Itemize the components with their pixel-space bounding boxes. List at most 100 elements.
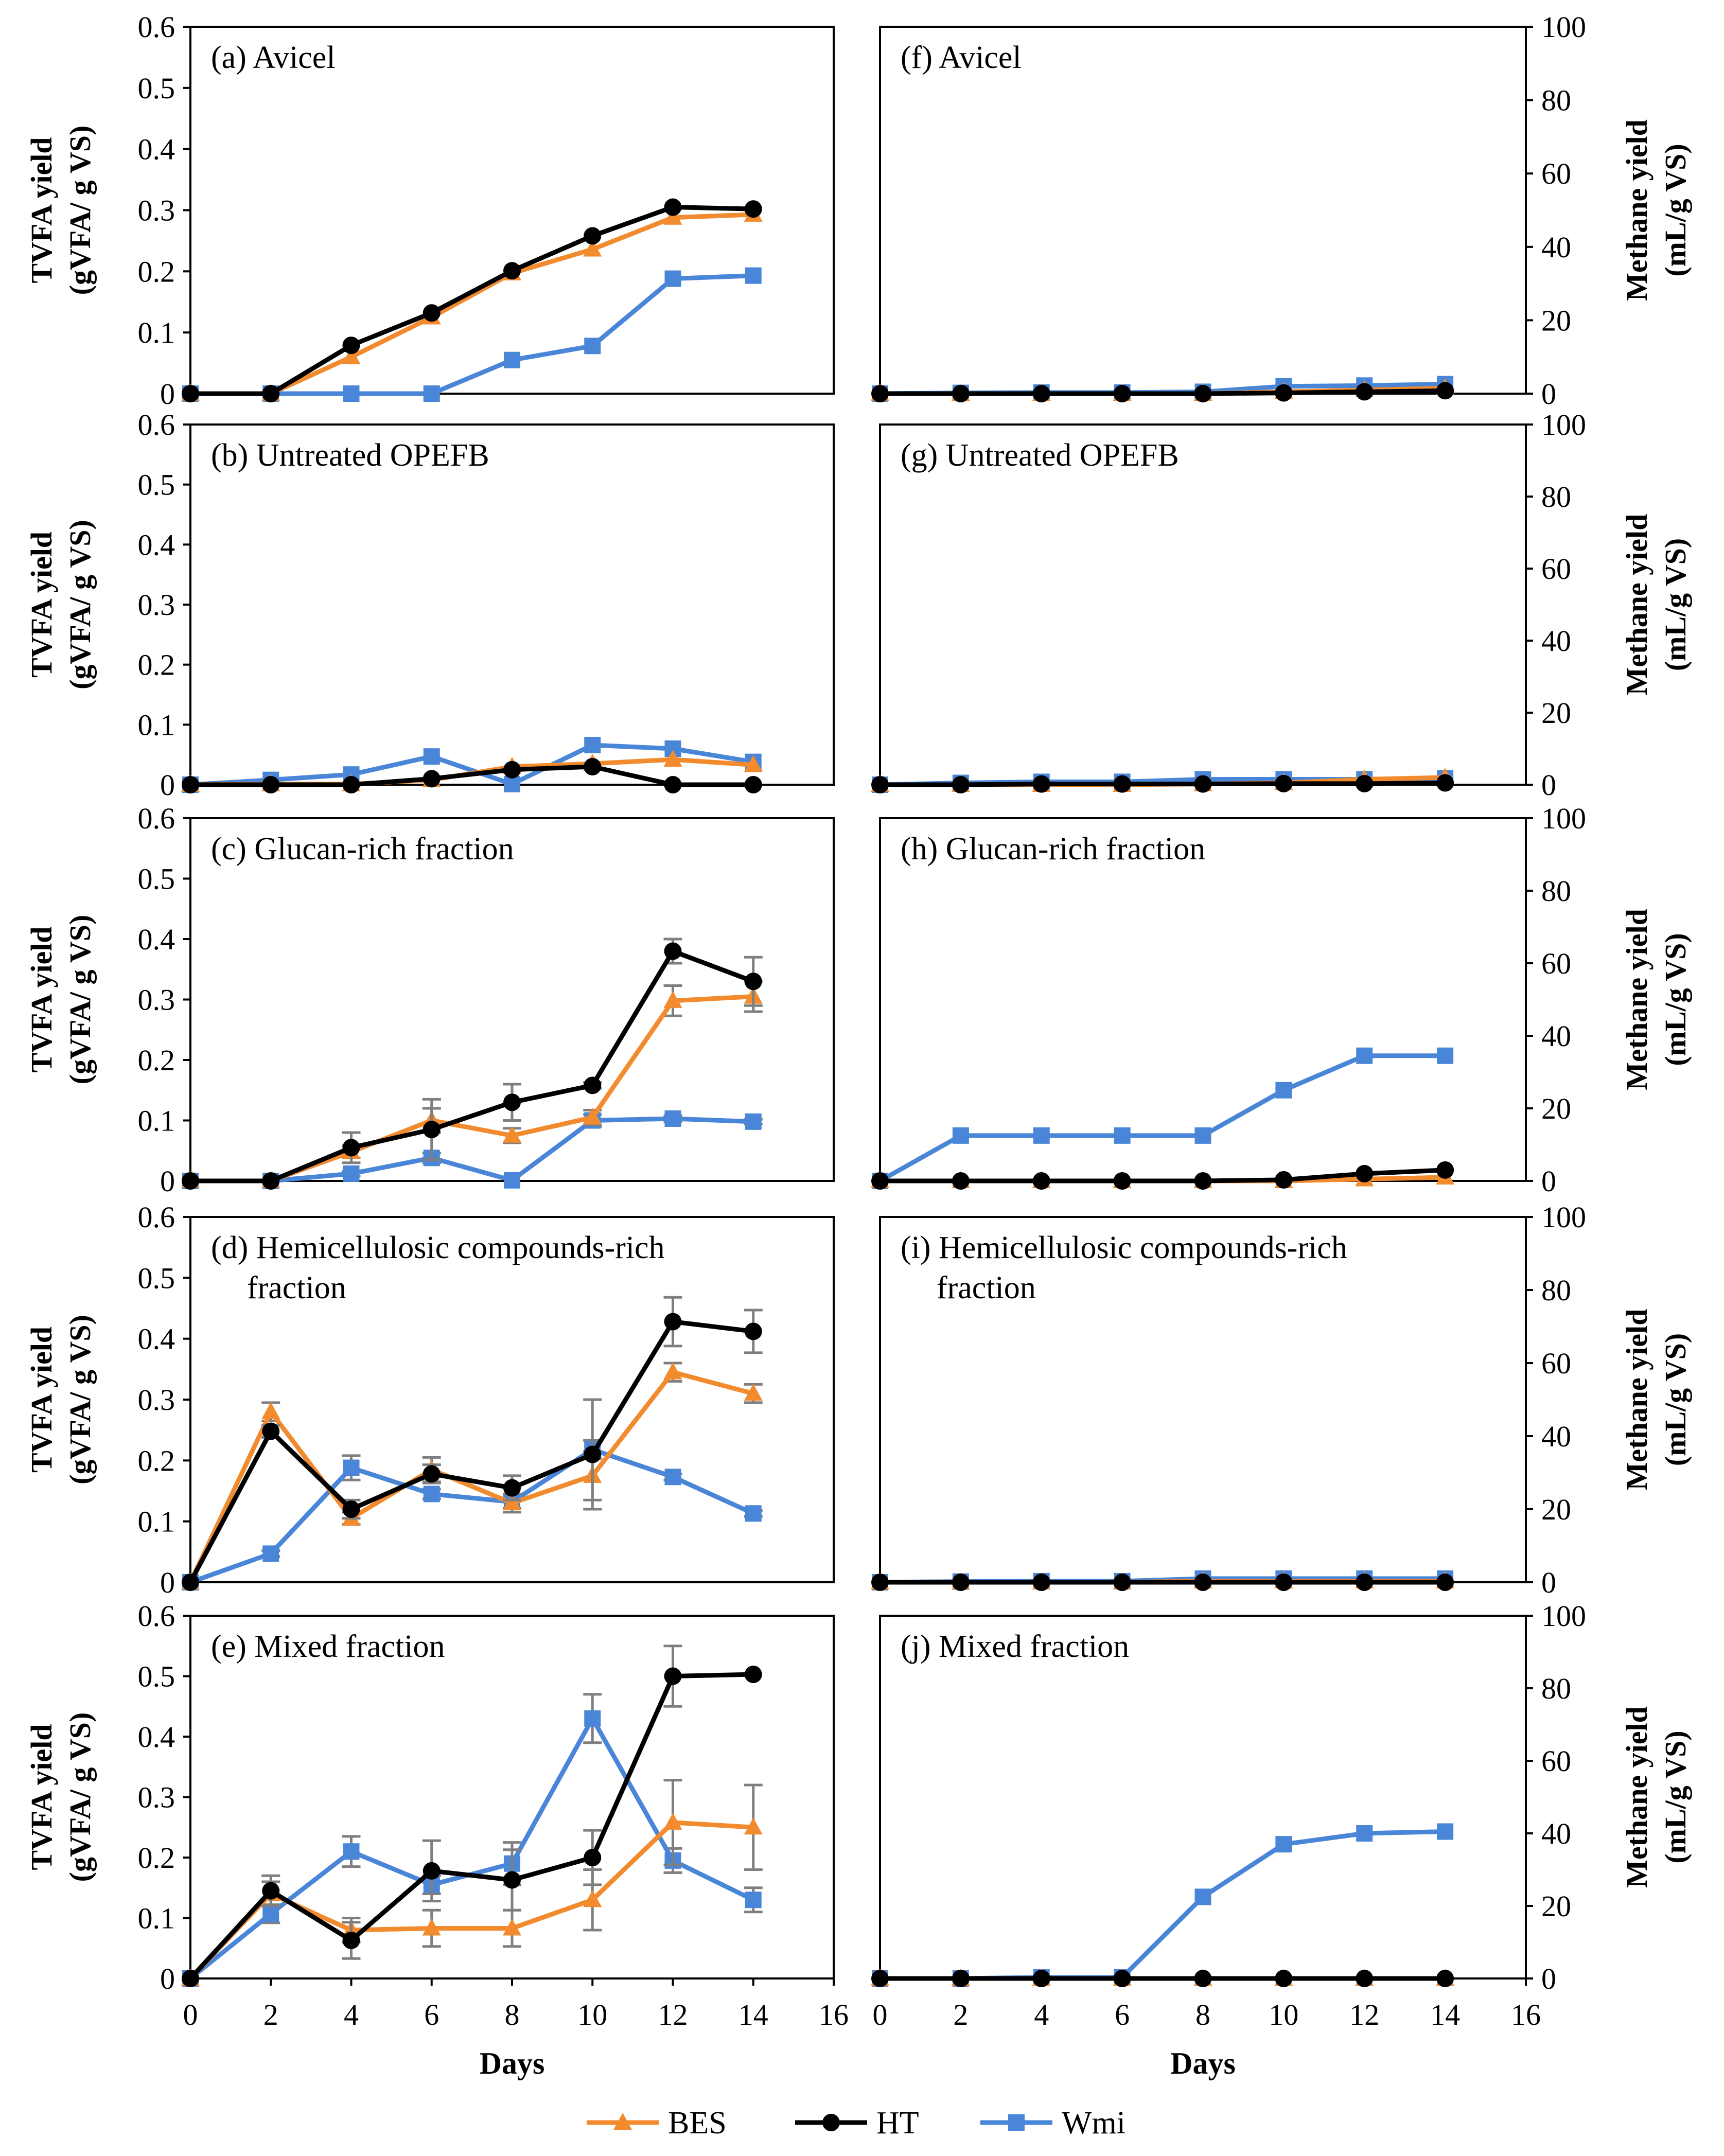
panel-2: 0 20 40 60 80 100 Methane yield (mL/g VS) (f) Av… [871, 10, 1692, 411]
y-tick-label: 100 [1541, 1200, 1586, 1234]
y-tick-label: 0.6 [138, 1200, 175, 1234]
y-tick-label: 0.4 [138, 1322, 175, 1356]
panel-title: (a) Avicel [211, 40, 336, 75]
data-point-ht [1275, 384, 1293, 402]
y-axis-title-unit: (mL/g VS) [1659, 538, 1692, 671]
legend-label: Wmi [1062, 2106, 1125, 2141]
data-point-ht [952, 1574, 970, 1591]
series-ht [182, 198, 762, 402]
data-point-ht [871, 1970, 889, 1987]
x-tick-label: 2 [263, 1998, 278, 2031]
x-tick-label: 4 [1034, 1998, 1049, 2031]
y-tick-label: 80 [1541, 1672, 1571, 1705]
data-point-ht [182, 776, 199, 793]
series-line-ht [880, 781, 1446, 787]
panel-5: 0 0.1 0.2 0.3 0.4 0.5 0.6 TVFA yield (gVFA/ g VS… [25, 802, 835, 1198]
data-point-ht [1356, 1970, 1374, 1987]
data-point-wmi [745, 1505, 762, 1522]
data-point-ht [1113, 1574, 1131, 1591]
panel-title: (j) Mixed fraction [901, 1629, 1129, 1664]
series-line-bes [190, 994, 753, 1183]
y-tick-label: 0.4 [138, 528, 175, 561]
data-point-ht [1275, 774, 1293, 792]
data-point-wmi [584, 1710, 601, 1727]
panel-3: 0 0.1 0.2 0.3 0.4 0.5 0.6 TVFA yield (gVFA/ g VS… [25, 408, 835, 802]
y-tick-label: 20 [1541, 1092, 1571, 1125]
data-point-wmi [745, 1892, 762, 1908]
y-axis-title-unit: (mL/g VS) [1659, 1333, 1692, 1466]
x-axis-title: Days [480, 2046, 545, 2080]
data-point-wmi [1437, 1823, 1454, 1840]
data-point-bes [261, 1402, 280, 1419]
series-line-ht [190, 949, 754, 1183]
series-line-wmi [878, 1053, 1446, 1183]
y-tick-label: 60 [1541, 157, 1571, 190]
series-ht [182, 1645, 762, 1987]
data-point-wmi [1275, 1082, 1292, 1099]
y-tick-label: 0.2 [138, 255, 175, 288]
y-tick-label: 0.5 [138, 1660, 175, 1693]
data-point-bes [663, 991, 682, 1008]
data-point-ht [1032, 1970, 1050, 1987]
data-point-ht [584, 758, 602, 775]
y-tick-label: 0 [1541, 377, 1556, 411]
y-tick-label: 0.4 [138, 923, 175, 956]
data-point-ht [1356, 1164, 1374, 1182]
y-tick-label: 0.6 [138, 802, 175, 835]
y-tick-label: 0.6 [138, 408, 175, 441]
legend-marker [613, 2113, 632, 2130]
data-point-ht [584, 1445, 602, 1463]
data-point-bes [583, 1107, 602, 1125]
data-point-wmi [1356, 1047, 1373, 1064]
data-point-wmi [1194, 1888, 1211, 1905]
panel-title: (f) Avicel [901, 40, 1022, 75]
y-tick-label: 100 [1541, 1599, 1586, 1633]
data-point-ht [744, 1665, 762, 1683]
data-point-ht [1032, 1574, 1050, 1591]
panel-10-frame [879, 1615, 1527, 1980]
y-tick-label: 40 [1541, 1019, 1571, 1053]
data-point-ht [1436, 1161, 1454, 1179]
series-wmi [872, 1823, 1454, 1987]
series-wmi [182, 267, 762, 402]
y-tick-label: 0 [1541, 1164, 1556, 1198]
y-axis-title: TVFA yield [25, 926, 58, 1072]
data-point-ht [1275, 1970, 1293, 1987]
data-point-wmi [1194, 1127, 1211, 1144]
data-point-ht [744, 200, 762, 218]
data-point-ht [664, 776, 682, 793]
legend-item-wmi: Wmi [980, 2106, 1125, 2141]
y-tick-label: 0 [1541, 1962, 1556, 1995]
y-tick-label: 80 [1541, 84, 1571, 117]
x-tick-label: 6 [1115, 1998, 1130, 2031]
data-point-ht [1113, 1970, 1131, 1987]
x-tick-label: 2 [953, 1998, 968, 2031]
y-tick-label: 0.1 [138, 708, 175, 741]
data-point-ht [952, 1172, 970, 1190]
series-line-bes [188, 1370, 754, 1583]
y-tick-label: 80 [1541, 874, 1571, 908]
data-point-ht [871, 776, 889, 793]
y-tick-label: 60 [1541, 1347, 1571, 1380]
series-line-ht [190, 205, 753, 396]
panel-6: 0 20 40 60 80 100 Methane yield (mL/g VS) (h) Gl… [871, 802, 1692, 1198]
data-point-ht [1436, 382, 1454, 400]
data-point-bes [503, 1918, 521, 1936]
data-point-wmi [1275, 1836, 1292, 1853]
x-tick-label: 12 [658, 1998, 688, 2031]
data-point-ht [503, 761, 521, 779]
x-tick-label: 0 [873, 1998, 888, 2031]
data-point-ht [952, 1970, 970, 1987]
legend: BES HT Wmi [587, 2106, 1125, 2141]
data-point-wmi [423, 385, 440, 402]
panel-10: 0 20 40 60 80 100 Methane yield (mL/g VS) 0 2 4 6 8 1… [871, 1599, 1692, 2080]
y-axis-title-unit: (gVFA/ g VS) [63, 126, 97, 295]
panel-1: 0 0.1 0.2 0.3 0.4 0.5 0.6 TVFA yield (gVFA/ g VS… [25, 10, 835, 411]
series-ht [182, 938, 763, 1190]
y-tick-label: 0.3 [138, 1781, 175, 1814]
data-point-ht [503, 1871, 521, 1889]
y-tick-label: 40 [1541, 1420, 1571, 1453]
data-point-bes [744, 1384, 763, 1401]
data-point-ht [1032, 385, 1050, 402]
